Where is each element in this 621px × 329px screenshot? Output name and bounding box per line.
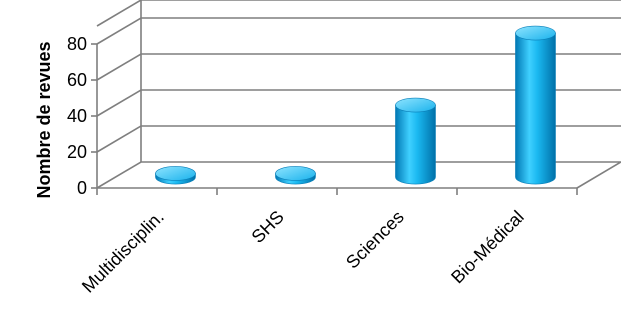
x-tick-label: Sciences	[342, 207, 408, 273]
bar-multidisciplin-	[155, 166, 196, 185]
bar-body	[395, 104, 436, 185]
bars	[155, 25, 556, 185]
bar-shs	[275, 166, 316, 185]
bar-body	[515, 32, 556, 185]
bar-top	[395, 97, 436, 113]
y-axis-label: Nombre de revues	[34, 41, 54, 198]
y-tick-label: 0	[77, 178, 87, 198]
bar-top	[275, 166, 316, 181]
gridline	[96, 0, 621, 27]
y-tick-label: 40	[67, 106, 87, 126]
x-tick-label: SHS	[248, 207, 288, 247]
bar-top	[155, 166, 196, 181]
y-tick-label: 80	[67, 34, 87, 54]
gridline	[96, 161, 621, 189]
x-tick-label: Multidisciplin.	[78, 207, 168, 297]
y-tick-label: 20	[67, 142, 87, 162]
bar-bio-m-dical	[515, 25, 556, 185]
axes	[91, 0, 578, 195]
y-tick-label: 60	[67, 70, 87, 90]
bar-top	[515, 25, 556, 41]
bar-sciences	[395, 97, 436, 185]
x-tick-label: Bio-Médical	[447, 207, 528, 288]
